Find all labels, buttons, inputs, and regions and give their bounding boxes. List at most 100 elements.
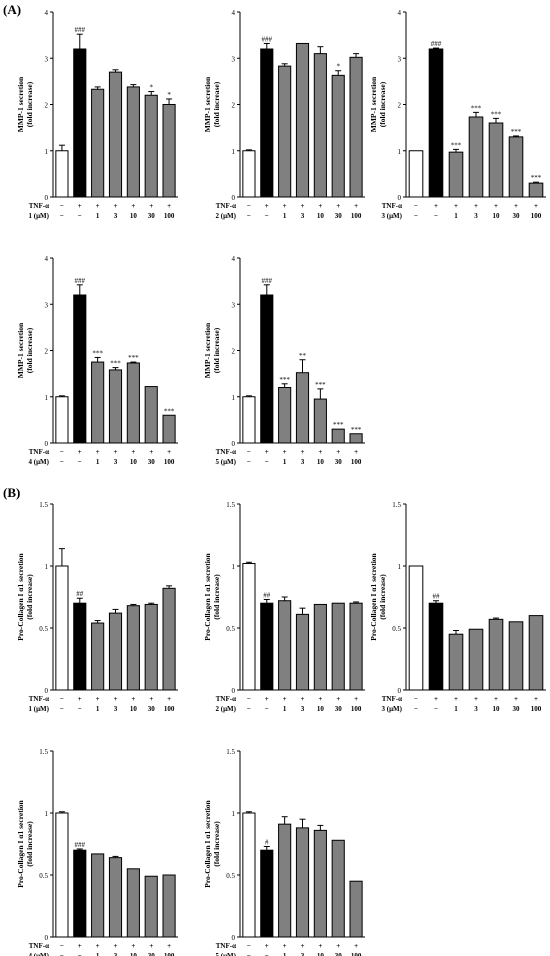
row2-mark: 3 [474, 212, 478, 220]
y-tick-label: 4 [398, 9, 402, 17]
row1-mark: + [336, 448, 340, 456]
row2-mark: 10 [493, 705, 501, 713]
y-tick-label: 3 [398, 55, 402, 63]
row2-mark: 30 [148, 952, 156, 956]
row2-mark: 1 [283, 458, 287, 466]
row2-mark: 3 [474, 705, 478, 713]
row1-mark: + [336, 942, 340, 950]
row2-mark: 10 [317, 212, 325, 220]
row2-mark: 10 [130, 705, 138, 713]
y-tick-label: 0 [45, 194, 49, 202]
y-tick-label: 1.5 [226, 501, 235, 509]
bar [162, 587, 176, 691]
row1-mark: − [247, 202, 251, 210]
row1-mark: + [167, 942, 171, 950]
row2-mark: 3 [301, 705, 305, 713]
bar [408, 565, 424, 691]
row1-mark: + [114, 942, 118, 950]
bar [108, 612, 123, 691]
row2-mark: 100 [351, 705, 362, 713]
row1-mark: + [265, 695, 269, 703]
row2-mark: 30 [148, 705, 156, 713]
chart-10: 0 0.5 1 1.5 Pro-Collagen I α1 secretion (fold… [203, 748, 365, 956]
row1-mark: + [78, 448, 82, 456]
bar [508, 136, 524, 198]
row1-mark: + [114, 448, 118, 456]
row2-mark: − [265, 705, 269, 713]
y-axis-label-2: (fold increase) [25, 821, 34, 867]
y-tick-label: 0 [398, 687, 402, 695]
chart-2: 0 1 2 3 4 MMP-1 secretion (fold increase) − − ###… [203, 9, 365, 220]
y-tick-label: 2 [45, 348, 49, 356]
row1-mark: + [354, 942, 358, 950]
row2-label: 2 (μM) [216, 212, 237, 220]
bar [144, 94, 158, 198]
row1-mark: + [434, 202, 438, 210]
row1-mark: + [514, 202, 518, 210]
bar [448, 633, 464, 691]
bar [331, 428, 345, 444]
row1-mark: − [60, 942, 64, 950]
bar [260, 48, 274, 198]
chart-3: 0 1 2 3 4 MMP-1 secretion (fold increase) − − ###… [369, 9, 546, 220]
chart-6: 0 0.5 1 1.5 Pro-Collagen I α1 secretion (fold… [16, 501, 178, 713]
row2-mark: − [60, 458, 64, 466]
y-tick-label: 1 [232, 563, 236, 571]
y-tick-label: 0.5 [39, 625, 48, 633]
y-axis-label-2: (fold increase) [212, 81, 221, 127]
row1-mark: + [265, 202, 269, 210]
significance-label: ### [262, 277, 273, 285]
significance-label: ## [433, 593, 441, 601]
row2-mark: − [60, 952, 64, 956]
row1-mark: + [96, 942, 100, 950]
significance-label: ### [75, 277, 86, 285]
row1-mark: + [474, 202, 478, 210]
significance-label: *** [491, 110, 502, 118]
bar [91, 622, 105, 691]
significance-label: ## [263, 591, 271, 599]
y-axis-label-2: (fold increase) [378, 574, 387, 620]
row1-mark: + [454, 695, 458, 703]
row2-label: 4 (μM) [29, 952, 50, 956]
row1-mark: + [354, 448, 358, 456]
bar [162, 104, 176, 198]
y-tick-label: 4 [45, 255, 49, 263]
row2-mark: − [434, 705, 438, 713]
panel-label-b: (B) [3, 485, 21, 500]
bar [91, 853, 105, 938]
y-tick-label: 1 [45, 394, 49, 402]
chart-8: 0 0.5 1 1.5 Pro-Collagen I α1 secretion (fold… [369, 501, 546, 713]
row2-mark: 1 [283, 212, 287, 220]
row1-mark: + [454, 202, 458, 210]
row1-mark: + [301, 202, 305, 210]
bar [488, 122, 504, 198]
significance-label: * [336, 63, 340, 71]
row1-mark: + [114, 695, 118, 703]
y-tick-label: 3 [45, 301, 49, 309]
y-tick-label: 0.5 [226, 625, 235, 633]
row1-mark: + [96, 695, 100, 703]
row1-mark: + [283, 942, 287, 950]
y-tick-label: 2 [232, 102, 236, 110]
bar [126, 868, 140, 938]
row2-mark: 30 [148, 458, 156, 466]
row2-mark: 1 [283, 705, 287, 713]
row1-mark: + [131, 695, 135, 703]
row2-mark: − [60, 212, 64, 220]
row2-mark: − [78, 212, 82, 220]
row2-mark: − [78, 705, 82, 713]
row1-label: TNF-α [216, 448, 236, 456]
bar [295, 827, 310, 938]
bar [349, 56, 363, 198]
row2-mark: 1 [96, 952, 100, 956]
y-axis-label: Pro-Collagen I α1 secretion [203, 552, 212, 640]
bar [242, 150, 256, 198]
bar [349, 433, 363, 444]
row2-mark: 100 [351, 212, 362, 220]
row2-mark: 30 [335, 212, 343, 220]
row2-mark: − [78, 458, 82, 466]
chart-7: 0 0.5 1 1.5 Pro-Collagen I α1 secretion (fold… [203, 501, 365, 713]
row1-mark: + [283, 202, 287, 210]
row2-mark: 3 [301, 212, 305, 220]
row2-mark: 1 [283, 952, 287, 956]
